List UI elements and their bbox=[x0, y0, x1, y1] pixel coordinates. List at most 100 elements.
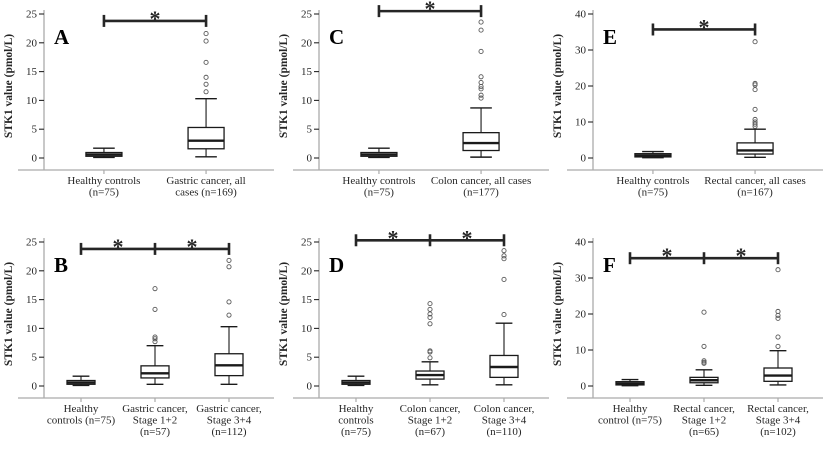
outlier-point bbox=[752, 106, 758, 112]
y-tick-label: 5 bbox=[306, 124, 312, 136]
panel-letter: F bbox=[603, 253, 616, 277]
y-tick-label: 5 bbox=[306, 351, 312, 363]
category-label: (n=75) bbox=[638, 187, 668, 199]
category-label: Stage 3+4 bbox=[207, 414, 252, 426]
box bbox=[462, 132, 500, 152]
y-axis-title: STK1 value (pmol/L) bbox=[3, 34, 15, 138]
panel-letter: B bbox=[54, 253, 68, 277]
y-tick-label: 0 bbox=[32, 153, 38, 165]
outlier-point bbox=[752, 116, 758, 123]
outlier-point bbox=[752, 39, 758, 45]
category-label: (n=57) bbox=[140, 426, 170, 438]
y-tick-label: 5 bbox=[32, 124, 38, 136]
y-tick-label: 25 bbox=[301, 9, 313, 21]
y-tick-label: 15 bbox=[301, 66, 313, 78]
panel-a-chart: 0 5 10 15 20 25 STK1 value (pmol/L) Healthy con… bbox=[3, 6, 274, 199]
outlier-point bbox=[478, 95, 484, 101]
category-label: (n=110) bbox=[486, 426, 521, 438]
y-tick-label: 40 bbox=[575, 9, 587, 21]
outlier-point bbox=[427, 354, 433, 360]
category-label: (n=67) bbox=[415, 426, 445, 438]
category-label: Stage 1+2 bbox=[133, 414, 177, 426]
outlier-point bbox=[226, 257, 232, 263]
outlier-point bbox=[752, 121, 758, 127]
category-label: (n=75) bbox=[89, 187, 119, 199]
category-label: Stage 1+2 bbox=[682, 414, 726, 426]
outlier-point bbox=[152, 306, 158, 312]
outlier-point bbox=[152, 335, 158, 341]
outlier-point bbox=[478, 92, 484, 98]
panel-d-chart: 0 5 10 15 20 25 STK1 value (pmol/L) Healthycont… bbox=[278, 228, 549, 438]
y-tick-label: 15 bbox=[26, 294, 38, 306]
category-label: Healthy controls bbox=[617, 175, 690, 187]
y-tick-label: 20 bbox=[26, 265, 38, 277]
outlier-point bbox=[226, 263, 232, 269]
box bbox=[140, 364, 170, 379]
outlier-point bbox=[478, 86, 484, 92]
category-label: Healthy bbox=[613, 403, 648, 415]
category-label: (n=65) bbox=[689, 426, 719, 438]
outlier-point bbox=[752, 87, 758, 93]
outlier-point bbox=[203, 38, 209, 44]
outlier-point bbox=[501, 255, 507, 261]
significance-asterisk: * bbox=[113, 233, 124, 258]
outlier-point bbox=[775, 315, 781, 321]
category-label: Gastric cancer, all bbox=[166, 175, 245, 187]
panel-c-chart: 0 5 10 15 20 25 STK1 value (pmol/L) Healthy con… bbox=[278, 0, 549, 199]
panel-e: 0 10 20 30 40 STK1 value (pmol/L) Healthy cont… bbox=[549, 0, 824, 228]
significance-asterisk: * bbox=[699, 14, 710, 39]
y-tick-label: 25 bbox=[26, 9, 38, 21]
outlier-point bbox=[203, 81, 209, 87]
y-tick-label: 0 bbox=[581, 153, 587, 165]
outlier-point bbox=[427, 347, 433, 353]
y-tick-label: 25 bbox=[26, 236, 38, 248]
y-tick-label: 10 bbox=[575, 117, 587, 129]
outlier-point bbox=[427, 320, 433, 326]
significance-asterisk: * bbox=[424, 0, 435, 21]
outlier-point bbox=[226, 298, 232, 304]
outlier-point bbox=[775, 333, 781, 340]
y-tick-label: 20 bbox=[26, 37, 38, 49]
category-label: cases (n=169) bbox=[175, 187, 237, 199]
y-axis-title: STK1 value (pmol/L) bbox=[552, 261, 564, 365]
y-tick-label: 20 bbox=[301, 37, 313, 49]
y-axis-title: STK1 value (pmol/L) bbox=[278, 34, 290, 138]
box bbox=[736, 142, 775, 155]
outlier-point bbox=[501, 252, 507, 258]
y-tick-label: 10 bbox=[301, 322, 313, 334]
category-label: (n=75) bbox=[364, 187, 394, 199]
category-label: Gastric cancer, bbox=[196, 403, 262, 415]
category-label: Stage 3+4 bbox=[756, 414, 801, 426]
category-label: control (n=75) bbox=[598, 414, 662, 426]
y-axis-title: STK1 value (pmol/L) bbox=[278, 261, 290, 365]
y-tick-label: 0 bbox=[306, 153, 312, 165]
significance-asterisk: * bbox=[150, 6, 161, 31]
category-label: Stage 3+4 bbox=[481, 414, 526, 426]
outlier-point bbox=[478, 79, 484, 86]
category-label: controls bbox=[338, 414, 373, 426]
outlier-point bbox=[427, 314, 433, 320]
outlier-point bbox=[478, 48, 484, 54]
y-tick-label: 0 bbox=[581, 380, 587, 392]
y-tick-label: 25 bbox=[301, 236, 313, 248]
category-label: (n=75) bbox=[341, 426, 371, 438]
category-label: Colon cancer, bbox=[473, 403, 534, 415]
y-tick-label: 20 bbox=[301, 265, 313, 277]
y-tick-label: 30 bbox=[575, 272, 587, 284]
y-tick-label: 10 bbox=[575, 344, 587, 356]
category-label: (n=177) bbox=[463, 187, 499, 199]
outlier-point bbox=[775, 343, 781, 349]
y-tick-label: 30 bbox=[575, 45, 587, 57]
panel-b-chart: 0 5 10 15 20 25 STK1 value (pmol/L) Healthycont… bbox=[3, 233, 274, 438]
y-tick-label: 15 bbox=[26, 66, 38, 78]
outlier-point bbox=[701, 357, 707, 363]
category-label: Healthy controls bbox=[342, 175, 415, 187]
y-tick-label: 15 bbox=[301, 294, 313, 306]
y-tick-label: 40 bbox=[575, 236, 587, 248]
y-axis-title: STK1 value (pmol/L) bbox=[552, 34, 564, 138]
category-label: Colon cancer, bbox=[399, 403, 460, 415]
category-label: Gastric cancer, bbox=[122, 403, 188, 415]
panel-letter: E bbox=[603, 25, 617, 49]
y-tick-label: 10 bbox=[301, 95, 313, 107]
